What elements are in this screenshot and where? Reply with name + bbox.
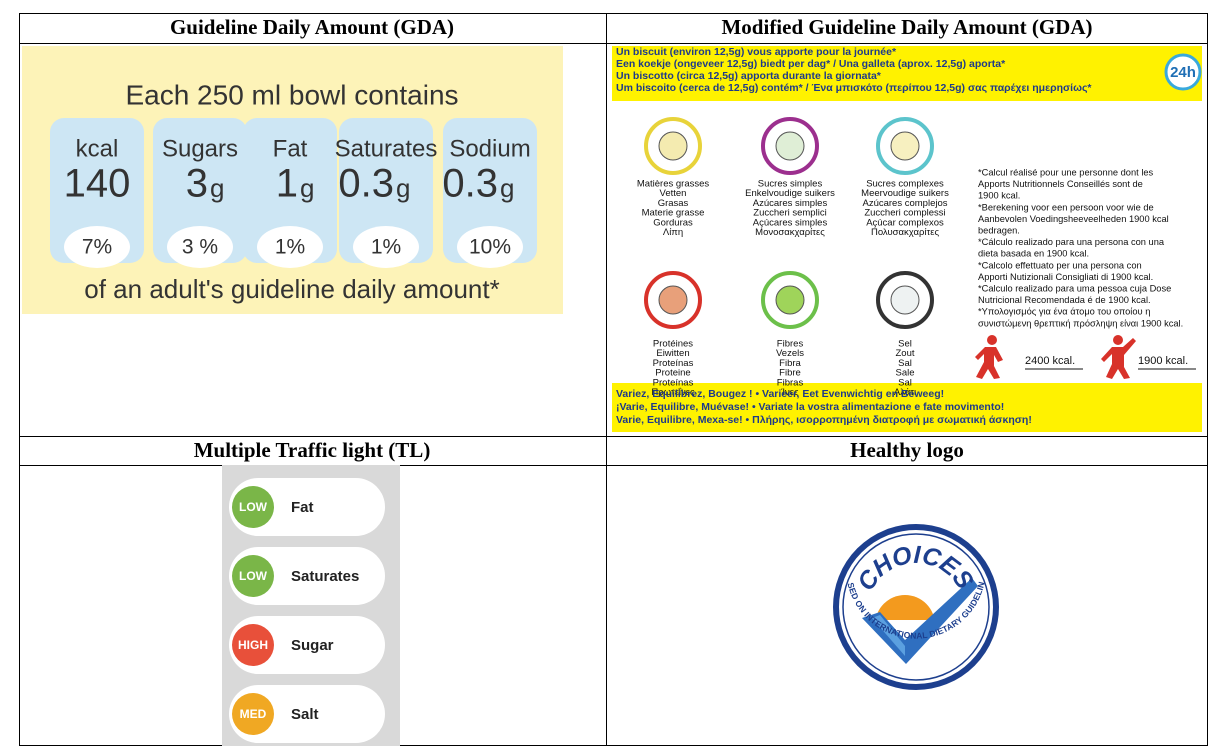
nutrient-icon-center [659, 286, 687, 314]
bottom-line: Variez, Equilibrez, Bougez ! • Varieer, … [616, 388, 944, 400]
note-line: Aanbevolen Voedingsheeveelheden 1900 kca… [978, 214, 1169, 224]
note-line: dieta basada en 1900 kcal. [978, 249, 1089, 259]
gda-footer: of an adult's guideline daily amount* [84, 274, 499, 304]
nutrient-icon-center [659, 132, 687, 160]
traffic-level: LOW [239, 569, 268, 583]
column-header: Modified Guideline Daily Amount (GDA) [721, 15, 1092, 39]
gda-amount: 3 [186, 162, 208, 206]
column-header: Multiple Traffic light (TL) [194, 438, 431, 462]
nutrient-icon-center [891, 286, 919, 314]
bottom-line: ¡Varie, Equilibre, Muévase! • Variate la… [616, 401, 1004, 413]
traffic-level: MED [240, 707, 267, 721]
nutrient-label: Μονοσακχαρίτες [755, 227, 825, 238]
gda-percent: 7% [82, 236, 112, 259]
nutrient-icon-center [776, 132, 804, 160]
top-line: Un biscuit (environ 12,5g) vous apporte … [616, 46, 897, 58]
gda-percent: 1% [275, 236, 305, 259]
top-line: Um biscoito (cerca de 12,5g) contém* / Έ… [616, 82, 1092, 94]
badge-text: 24h [1170, 64, 1196, 81]
nutrient-icon-center [776, 286, 804, 314]
gda-unit: g [300, 173, 314, 203]
traffic-nutrient: Saturates [291, 568, 359, 585]
gda-percent: 3 % [182, 236, 218, 259]
nutrient-icon-center [891, 132, 919, 160]
bottom-line: Varie, Equilibre, Mexa-se! • Πλήρης, ισο… [616, 414, 1032, 426]
gda-percent: 10% [469, 236, 511, 259]
gda-nutrient-name: Saturates [335, 135, 438, 162]
gda-percent: 1% [371, 236, 401, 259]
gda-unit: g [500, 173, 514, 203]
gda-nutrient-name: Sodium [449, 135, 530, 162]
gda-nutrient-name: kcal [76, 135, 119, 162]
gda-heading: Each 250 ml bowl contains [125, 79, 458, 110]
note-line: Nutricional Recomendada é de 1900 kcal. [978, 295, 1151, 305]
gda-amount: 140 [64, 162, 131, 206]
note-line: συνιστώμενη θρεπτική πρόσληψη είναι 1900… [978, 318, 1183, 328]
traffic-level: LOW [239, 500, 268, 514]
note-line: *Υπολογισμός για ένα άτομο του οποίου η [978, 307, 1150, 317]
traffic-level: HIGH [238, 638, 268, 652]
note-line: Apporti Nutizionali Consigliati di 1900 … [978, 272, 1153, 282]
nutrient-label: Λίπη [663, 227, 683, 238]
traffic-nutrient: Salt [291, 706, 319, 723]
note-line: bedragen. [978, 225, 1020, 235]
gda-amount: 0.3 [338, 162, 394, 206]
page: Guideline Daily Amount (GDA) Modified Gu… [0, 0, 1228, 746]
gda-unit: g [396, 173, 410, 203]
note-line: *Berekening voor een persoon voor wie de [978, 202, 1154, 212]
column-header: Healthy logo [850, 438, 964, 462]
note-line: *Calcul réalisé pour une personne dont l… [978, 167, 1154, 177]
traffic-nutrient: Fat [291, 499, 314, 516]
gda-nutrient-name: Fat [273, 135, 308, 162]
note-line: *Cálculo realizado para una persona con … [978, 237, 1165, 247]
gda-nutrient-name: Sugars [162, 135, 238, 162]
energy-label: 2400 kcal. [1025, 355, 1075, 367]
gda-amount: 0.3 [442, 162, 498, 206]
gda-amount: 1 [276, 162, 298, 206]
note-line: *Calcolo effettuato per una persona con [978, 260, 1142, 270]
gda-unit: g [210, 173, 224, 203]
energy-label: 1900 kcal. [1138, 355, 1188, 367]
traffic-nutrient: Sugar [291, 637, 334, 654]
note-line: *Calculo realizado para uma pessoa cuja … [978, 283, 1171, 293]
note-line: Apports Nutritionnels Conseillés sont de [978, 179, 1143, 189]
nutrient-label: Πολυσακχαρίτες [871, 227, 940, 238]
column-header: Guideline Daily Amount (GDA) [170, 15, 454, 39]
note-line: 1900 kcal. [978, 191, 1020, 201]
top-line: Een koekje (ongeveer 12,5g) biedt per da… [616, 58, 1006, 70]
top-line: Un biscotto (circa 12,5g) apporta durant… [616, 70, 882, 82]
